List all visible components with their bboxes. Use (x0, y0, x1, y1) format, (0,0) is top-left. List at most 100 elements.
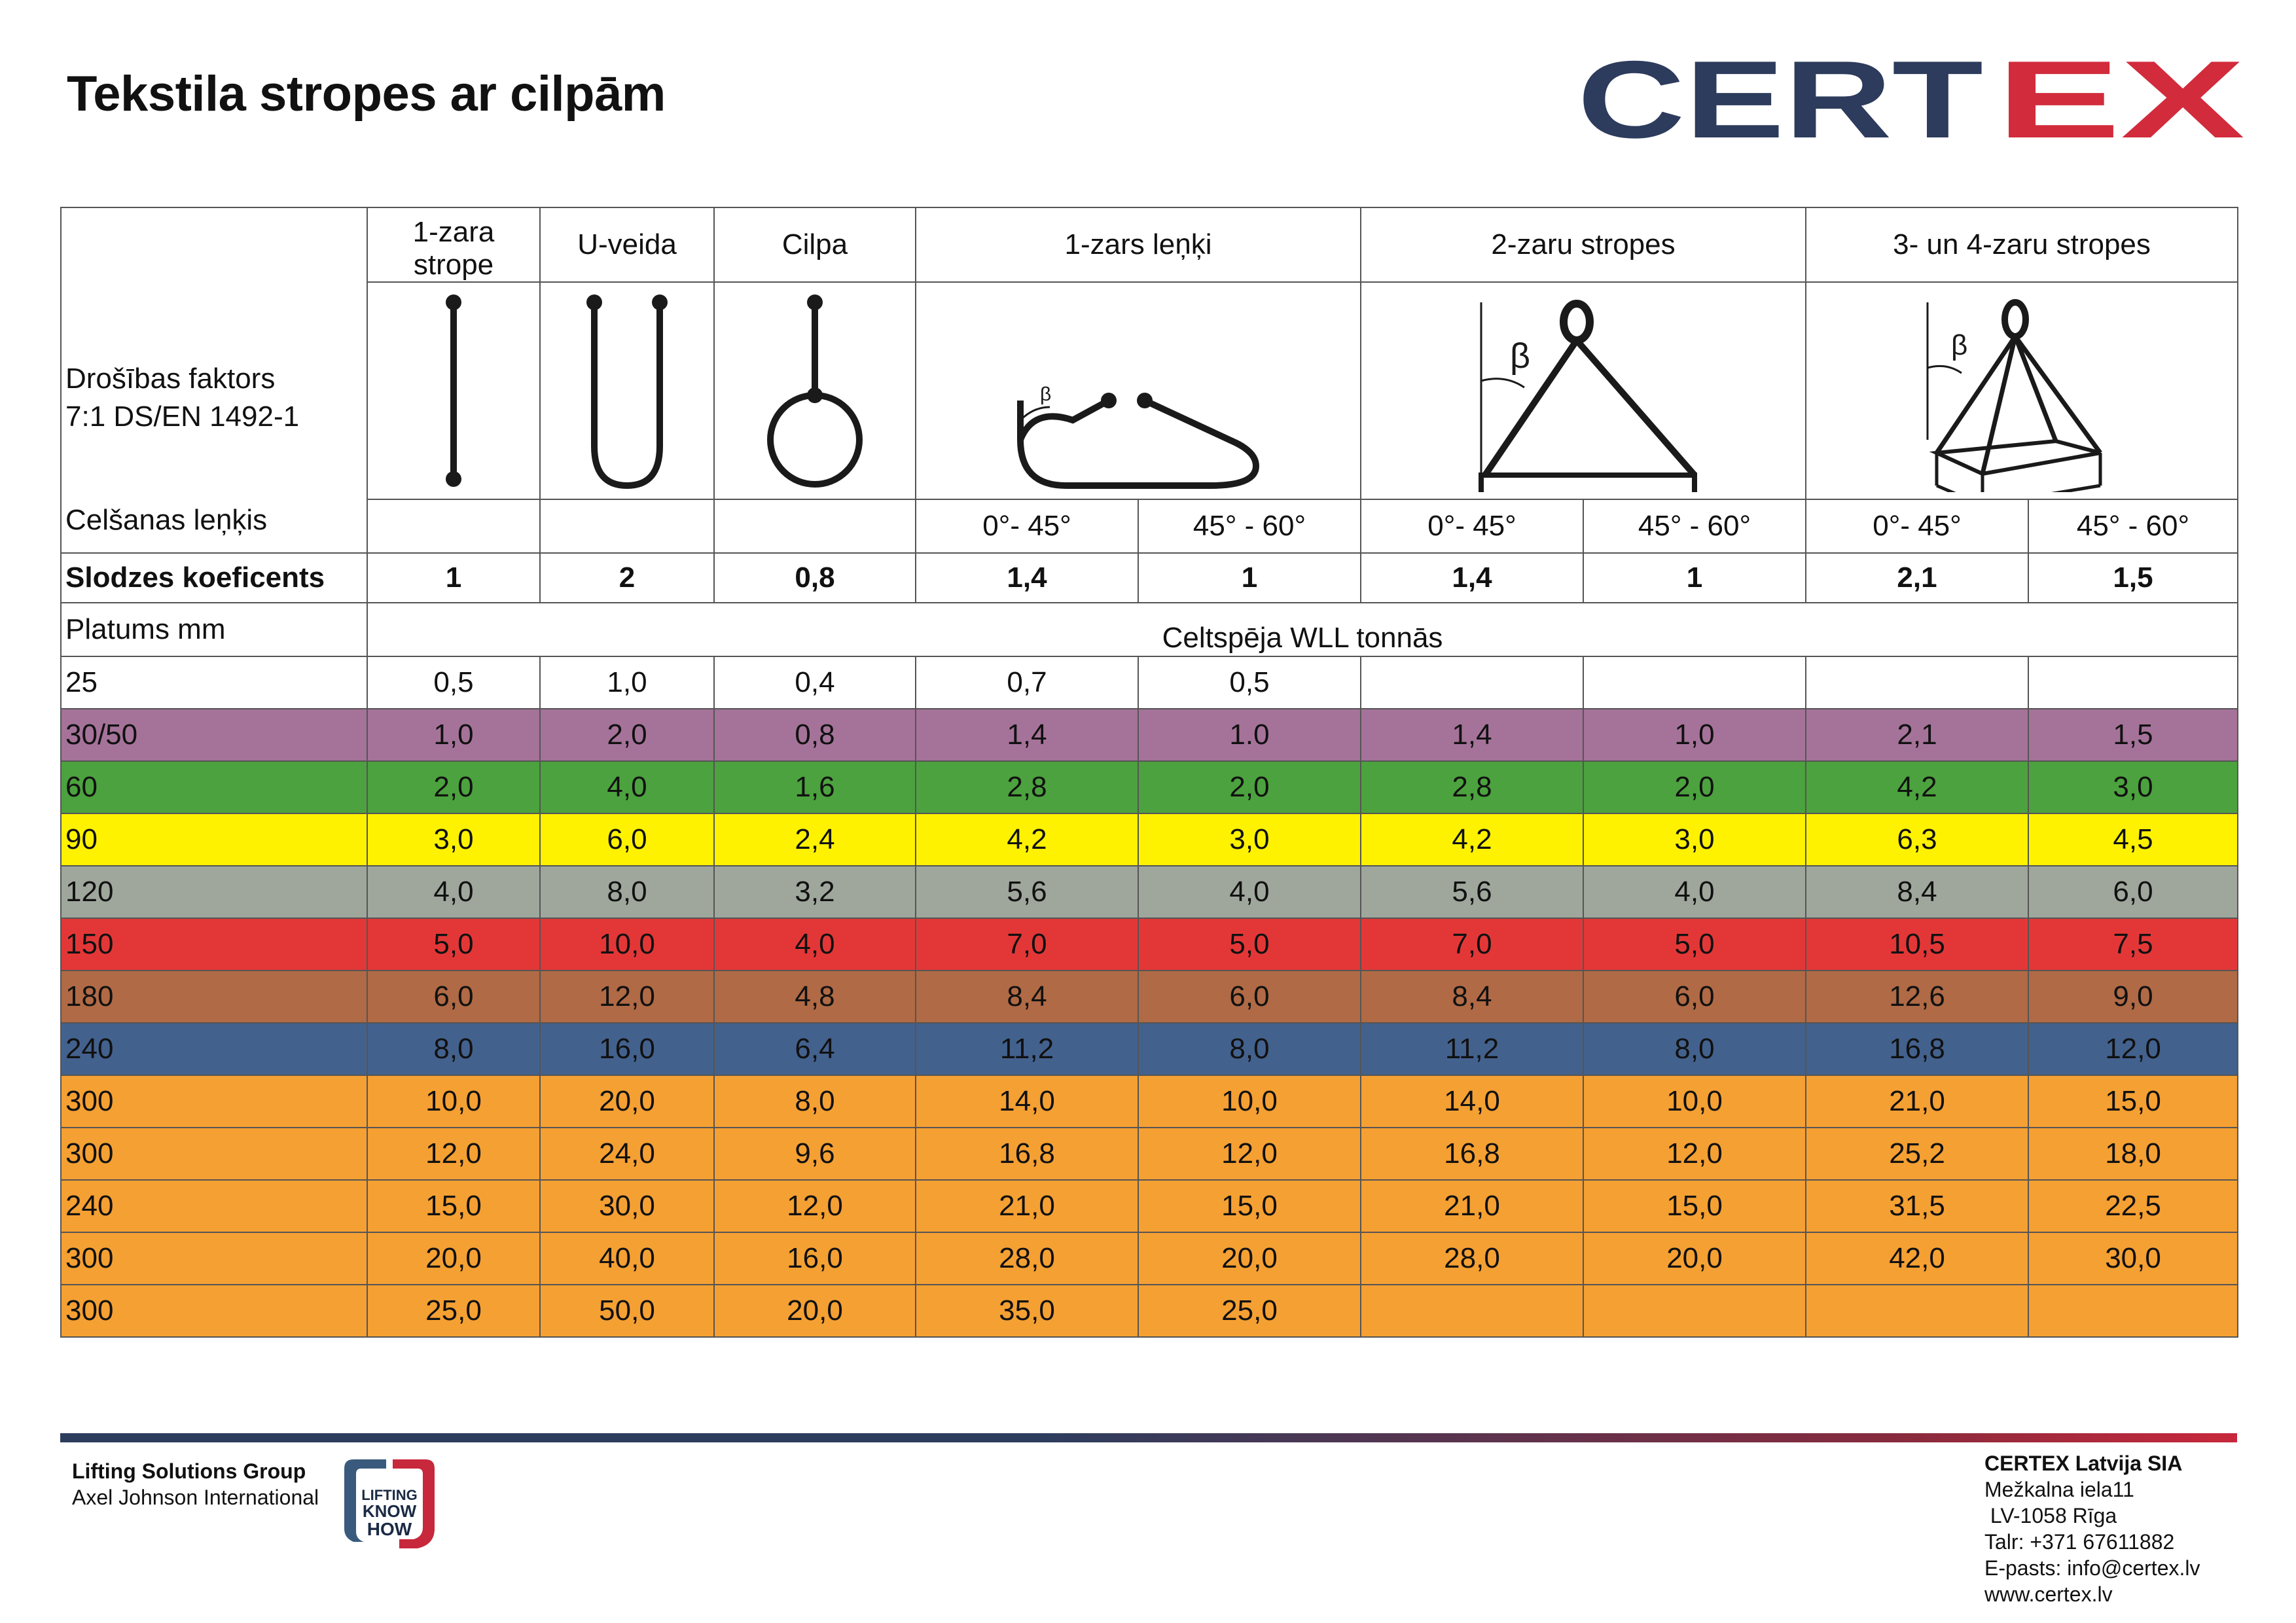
wll-cell: 8,0 (1582, 1022, 1807, 1076)
wll-cell: 20,0 (539, 1075, 715, 1128)
pic-three-four-leg: β (1805, 281, 2239, 500)
angle-cell: 45° - 60° (2028, 499, 2239, 554)
wll-cell: 4,2 (915, 813, 1139, 866)
wll-cell: 30,0 (539, 1179, 715, 1233)
address-line-1: Mežkalna iela11 (1984, 1478, 2134, 1501)
pic-single-leg (367, 281, 541, 500)
wll-cell: 8,4 (1805, 865, 2030, 919)
wll-cell (1360, 1284, 1584, 1338)
angle-empty-3 (713, 499, 916, 554)
wll-cell: 18,0 (2028, 1127, 2239, 1181)
width-cell: 25 (60, 656, 368, 709)
wll-cell: 7,0 (1360, 918, 1584, 971)
pic-single-leg-angle: β (915, 281, 1361, 500)
wll-cell: 0,7 (915, 656, 1139, 709)
wll-cell: 12,0 (367, 1127, 541, 1181)
table-row: 240 8,0 16,0 6,4 11,2 8,0 11,2 8,0 16,8 12,0 (60, 1022, 2239, 1076)
group-name: Lifting Solutions Group (72, 1459, 306, 1483)
wll-cell: 11,2 (915, 1022, 1139, 1076)
wll-cell: 1,5 (2028, 708, 2239, 762)
choker-angle-icon: β (1017, 383, 1260, 489)
address-line-2: LV-1058 Rīga (1984, 1504, 2117, 1527)
wll-cell: 16,8 (1805, 1022, 2030, 1076)
two-leg-sling-icon: β (1479, 300, 1697, 492)
company-name: CERTEX Latvija SIA (1984, 1452, 2183, 1475)
wll-cell: 3,0 (1138, 813, 1361, 866)
wll-cell: 12,6 (1805, 970, 2030, 1024)
wll-cell: 7,0 (915, 918, 1139, 971)
wll-cell: 9,0 (2028, 970, 2239, 1024)
wll-cell (1805, 1284, 2030, 1338)
angle-empty-1 (367, 499, 541, 554)
table-row: 60 2,0 4,0 1,6 2,8 2,0 2,8 2,0 4,2 3,0 (60, 760, 2239, 814)
angle-cell: 0°- 45° (915, 499, 1139, 554)
table-row: 150 5,0 10,0 4,0 7,0 5,0 7,0 5,0 10,5 7,5 (60, 918, 2239, 971)
footer-right: CERTEX Latvija SIA Mežkalna iela11 LV-10… (1984, 1450, 2200, 1607)
certex-logo: CERT EX (1577, 56, 2245, 144)
table-row: 300 20,0 40,0 16,0 28,0 20,0 28,0 20,0 42,0 30,0 (60, 1232, 2239, 1285)
wll-cell: 8,0 (539, 865, 715, 919)
beta-symbol: β (1040, 383, 1051, 405)
table-row: 120 4,0 8,0 3,2 5,6 4,0 5,6 4,0 8,4 6,0 (60, 865, 2239, 919)
coef-cell: 1 (1582, 552, 1807, 603)
wll-cell: 0,8 (713, 708, 916, 762)
coef-cell: 2,1 (1805, 552, 2030, 603)
width-cell: 240 (60, 1022, 368, 1076)
wll-cell: 1,0 (367, 708, 541, 762)
wll-cell: 8,0 (713, 1075, 916, 1128)
wll-cell: 3,0 (1582, 813, 1807, 866)
safety-factor-label: Drošības faktors (65, 363, 276, 395)
wll-cell (1582, 1284, 1807, 1338)
wll-cell: 11,2 (1360, 1022, 1584, 1076)
wll-cell: 14,0 (1360, 1075, 1584, 1128)
wll-cell: 15,0 (2028, 1075, 2239, 1128)
wll-cell: 3,2 (713, 865, 916, 919)
wll-cell: 5,0 (1582, 918, 1807, 971)
wll-cell: 21,0 (1360, 1179, 1584, 1233)
coef-cell: 2 (539, 552, 715, 603)
col-header-three-four-leg: 3- un 4-zaru stropes (1805, 207, 2239, 283)
wll-cell (1805, 656, 2030, 709)
footer-divider (60, 1433, 2237, 1442)
wll-cell: 28,0 (1360, 1232, 1584, 1285)
width-cell: 240 (60, 1179, 368, 1233)
wll-cell: 6,0 (1138, 970, 1361, 1024)
wll-cell: 2,4 (713, 813, 916, 866)
email: E-pasts: info@certex.lv (1984, 1556, 2200, 1580)
table-row: 300 12,0 24,0 9,6 16,8 12,0 16,8 12,0 25,2 18,0 (60, 1127, 2239, 1181)
wll-cell: 25,0 (367, 1284, 541, 1338)
wll-cell: 8,0 (1138, 1022, 1361, 1076)
wll-cell (1360, 656, 1584, 709)
page-title: Tekstila stropes ar cilpām (67, 66, 666, 122)
website: www.certex.lv (1984, 1582, 2113, 1606)
wll-cell: 6,0 (367, 970, 541, 1024)
col-header-loop: Cilpa (713, 207, 916, 283)
width-cell: 180 (60, 970, 368, 1024)
wll-cell: 2,0 (367, 760, 541, 814)
beta-symbol: β (1951, 329, 1967, 361)
wll-cell: 2,0 (539, 708, 715, 762)
wll-cell: 3,0 (367, 813, 541, 866)
footer-left: Lifting Solutions Group Axel Johnson Int… (72, 1458, 319, 1510)
pic-loop (713, 281, 916, 500)
single-sling-icon (446, 294, 461, 487)
col-header-two-leg: 2-zaru stropes (1359, 207, 1807, 283)
wll-cell: 14,0 (915, 1075, 1139, 1128)
lifting-know-how-badge: LIFTING KNOW HOW (344, 1459, 435, 1548)
wll-cell: 12,0 (539, 970, 715, 1024)
wll-cell: 10,0 (1582, 1075, 1807, 1128)
lift-angle-label: Celšanas leņķis (65, 504, 268, 536)
standard-label: 7:1 DS/EN 1492-1 (65, 401, 300, 433)
wll-cell: 24,0 (539, 1127, 715, 1181)
wll-cell: 16,0 (539, 1022, 715, 1076)
wll-cell: 28,0 (915, 1232, 1139, 1285)
wll-cell: 4,0 (1582, 865, 1807, 919)
wll-label: Celtspēja WLL tonnās (366, 602, 2239, 657)
wll-cell: 20,0 (1138, 1232, 1361, 1285)
wll-cell: 42,0 (1805, 1232, 2030, 1285)
wll-cell: 20,0 (713, 1284, 916, 1338)
wll-cell: 7,5 (2028, 918, 2239, 971)
wll-cell: 2,8 (1360, 760, 1584, 814)
width-cell: 60 (60, 760, 368, 814)
wll-cell: 15,0 (1138, 1179, 1361, 1233)
